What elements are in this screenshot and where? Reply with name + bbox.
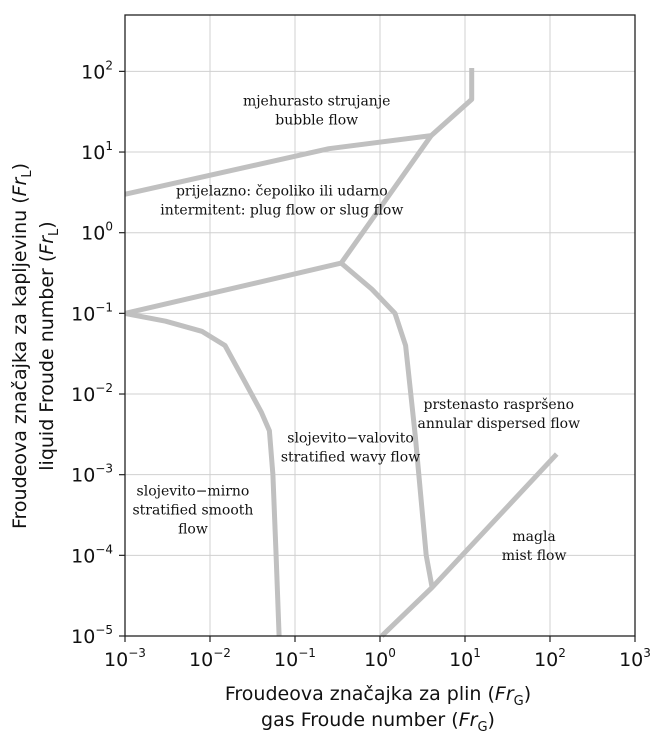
region-label: prstenasto raspršeno annular dispersed fl… <box>418 396 581 432</box>
y-tick-labels: 10−5 10−4 10−3 10−2 10−1 100 101 102 <box>71 58 113 648</box>
boundary-lines <box>124 68 559 638</box>
x-tick-label: 10−3 <box>104 646 146 671</box>
boundary-line <box>124 68 475 197</box>
boundary-line <box>339 261 435 588</box>
tick-marks <box>119 70 636 642</box>
y-axis-title-line1: Froudeova značajka za kapljevinu (FrL) <box>9 163 35 529</box>
region-label: prijelazno: čepoliko ili udarno intermite… <box>160 183 403 218</box>
y-tick-label: 10−3 <box>71 462 113 487</box>
y-tick-label: 10−1 <box>71 300 113 325</box>
boundary-line <box>380 452 559 638</box>
x-tick-labels: 10−3 10−2 10−1 100 101 102 103 <box>104 646 651 671</box>
x-axis-title-line1: Froudeova značajka za plin (FrG) <box>225 683 531 709</box>
y-tick-label: 10−2 <box>71 381 113 406</box>
y-tick-label: 10−5 <box>71 623 113 648</box>
y-tick-label: 102 <box>81 58 113 83</box>
x-tick-label: 103 <box>619 646 651 671</box>
region-label: mjehurasto strujanje bubble flow <box>243 93 391 128</box>
x-tick-label: 10−2 <box>189 646 231 671</box>
region-label: slojevito−valovito stratified wavy flow <box>281 431 420 466</box>
y-tick-label: 10−4 <box>71 542 113 567</box>
x-tick-label: 102 <box>534 646 566 671</box>
boundary-line <box>124 310 282 637</box>
y-tick-label: 100 <box>81 220 113 245</box>
region-label: slojevito−mirno stratified smooth flow <box>132 484 253 538</box>
region-label: magla mist flow <box>502 529 567 564</box>
x-tick-label: 101 <box>449 646 481 671</box>
y-axis-title-line2: liquid Froude number (FrL) <box>36 221 62 470</box>
x-tick-label: 10−1 <box>274 646 316 671</box>
grid <box>124 15 636 637</box>
y-tick-label: 101 <box>81 139 113 164</box>
region-labels: mjehurasto strujanje bubble flow prijelazn… <box>132 93 580 564</box>
x-tick-label: 100 <box>364 646 396 671</box>
x-axis-title-line2: gas Froude number (FrG) <box>261 709 495 734</box>
